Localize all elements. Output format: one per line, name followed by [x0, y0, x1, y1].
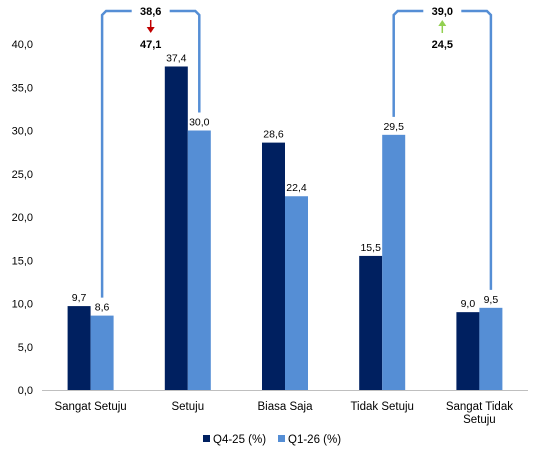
- legend: Q4-25 (%) Q1-26 (%): [203, 434, 341, 446]
- bar: [262, 142, 285, 390]
- data-label: 22,4: [286, 182, 307, 194]
- legend-swatch: [203, 435, 210, 442]
- data-label: 37,4: [166, 52, 187, 64]
- y-tick-label: 40,0: [12, 39, 33, 51]
- category-label: Setuju: [171, 401, 204, 413]
- data-label: 30,0: [189, 117, 210, 129]
- data-label: 9,5: [484, 294, 499, 306]
- category-label: Tidak Setuju: [350, 401, 414, 413]
- down-arrow-head-icon: [146, 27, 155, 33]
- up-arrow-head-icon: [438, 20, 447, 26]
- y-tick-label: 10,0: [12, 299, 33, 311]
- category-label: Setuju: [463, 414, 496, 426]
- bar: [164, 66, 188, 391]
- data-label: 15,5: [360, 242, 381, 254]
- bracket-line: [461, 9, 493, 290]
- bar: [187, 130, 211, 390]
- category-labels: Sangat Setuju Setuju Biasa Saja Tidak Setuj…: [54, 401, 513, 426]
- legend-label: Q4-25 (%): [213, 434, 266, 446]
- bar: [285, 196, 308, 390]
- annotations: 38,6 47,1 39,0 24,5: [100, 6, 493, 298]
- bars: [67, 66, 503, 391]
- bar: [359, 255, 383, 390]
- data-labels: 9,7 37,4 28,6 15,5 9,0 8,6 30,0 22,4 29,5 9,5: [72, 52, 499, 313]
- legend-label: Q1-26 (%): [288, 434, 341, 446]
- category-label: Sangat Setuju: [54, 401, 126, 413]
- bar: [90, 315, 114, 390]
- legend-swatch: [278, 435, 285, 442]
- y-tick-label: 20,0: [12, 212, 33, 224]
- q4-25-sum-label: 47,1: [140, 39, 161, 51]
- y-axis: 0,0 5,0 10,0 15,0 20,0 25,0 30,0 35,0 40,0: [12, 39, 33, 397]
- y-tick-label: 25,0: [12, 169, 33, 181]
- data-label: 8,6: [95, 302, 110, 314]
- bracket-line: [169, 9, 201, 113]
- category-label: Biasa Saja: [258, 401, 314, 413]
- y-tick-label: 30,0: [12, 126, 33, 138]
- bar: [382, 134, 406, 390]
- category-label: Sangat Tidak: [446, 401, 513, 413]
- bracket-line: [392, 9, 424, 117]
- y-tick-label: 15,0: [12, 255, 33, 267]
- bar: [67, 306, 91, 390]
- data-label: 28,6: [263, 129, 284, 141]
- bar: [456, 312, 480, 390]
- y-tick-label: 5,0: [18, 342, 33, 354]
- data-label: 9,0: [461, 298, 476, 310]
- q1-26-sum-label: 39,0: [432, 6, 453, 18]
- y-tick-label: 0,0: [18, 385, 33, 397]
- data-label: 9,7: [72, 292, 87, 304]
- y-tick-label: 35,0: [12, 82, 33, 94]
- q4-25-sum-label: 24,5: [432, 39, 453, 51]
- q1-26-sum-label: 38,6: [140, 6, 161, 18]
- bracket-line: [100, 9, 132, 298]
- data-label: 29,5: [383, 121, 404, 133]
- bar: [479, 307, 503, 390]
